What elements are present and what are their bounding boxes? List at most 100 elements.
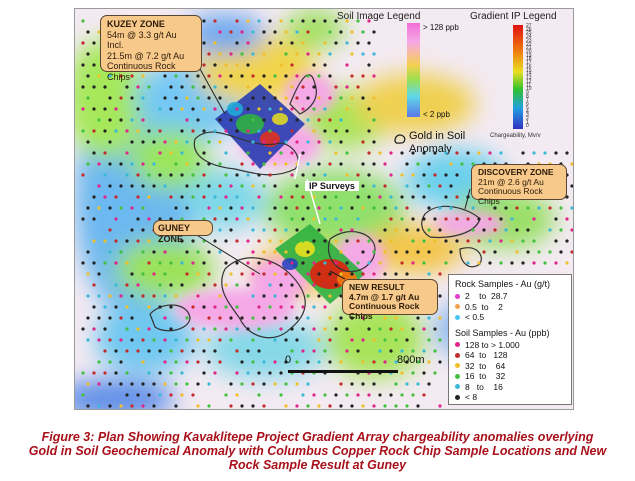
sample-dot [350,96,354,100]
sample-dot [268,151,272,155]
sample-dot [477,261,481,265]
sample-dot [202,349,206,353]
sample-dot [378,349,382,353]
sample-dot [229,118,233,122]
soil-samples-title: Soil Samples - Au (ppb) [455,327,550,338]
guney-zone-callout: GUNEY ZONE [153,220,213,244]
sample-dot [488,261,492,265]
sample-dot [224,151,228,155]
sample-dot [174,140,178,144]
sample-dot [114,107,118,111]
sample-dot [81,173,85,177]
sample-dot [515,250,519,254]
sample-dot [389,217,393,221]
sample-dot [361,206,365,210]
sample-dot [174,360,178,364]
sample-dot [130,404,134,408]
sample-dot [350,272,354,276]
sample-dot [257,173,261,177]
sample-dot [526,228,530,232]
sample-dot [119,360,123,364]
sample-dot [97,382,101,386]
sample-dot [125,173,129,177]
sample-dot [180,151,184,155]
sample-dot [334,283,338,287]
sample-dot [306,30,310,34]
sample-dot [130,74,134,78]
sample-dot [367,195,371,199]
sample-dot [235,305,239,309]
sample-dot [510,261,514,265]
sample-dot [273,96,277,100]
sample-dot [301,217,305,221]
sample-dot [312,85,316,89]
sample-dot [180,239,184,243]
sample-dot [466,217,470,221]
sample-dot [224,85,228,89]
sample-dot [224,283,228,287]
sample-dot [86,316,90,320]
sample-dot [273,162,277,166]
sample-dot [477,151,481,155]
sample-dot [163,294,167,298]
soil-sample-legend-row: 64 to 128 [455,350,565,361]
sample-dot [372,382,376,386]
sample-dot [224,195,228,199]
sample-dot [152,140,156,144]
sample-dot [284,140,288,144]
sample-dot [328,272,332,276]
sample-dot [521,261,525,265]
rock-sample-legend-row: 0.5 to 2 [455,302,565,313]
ip-tick-label: 17 [526,60,532,67]
sample-dot [345,349,349,353]
sample-dot [185,162,189,166]
sample-dot [438,404,442,408]
sample-dot [180,261,184,265]
sample-dot [251,404,255,408]
sample-dot [273,272,277,276]
sample-dot [537,250,541,254]
sample-dot [284,316,288,320]
sample-dot [345,107,349,111]
ip-tick-label: 12 [526,78,532,85]
sample-dot [323,195,327,199]
sample-dot [339,30,343,34]
sample-dot [108,140,112,144]
sample-dot [444,195,448,199]
sample-dot [125,371,129,375]
sample-dot [317,206,321,210]
sample-dot [185,118,189,122]
sample-dot [97,404,101,408]
sample-dot [279,195,283,199]
sample-dot [81,129,85,133]
new-result-line: 4.7m @ 1.7 g/t Au [349,291,420,302]
sample-dot [169,371,173,375]
sample-dot [422,151,426,155]
sample-dot [361,184,365,188]
sample-dot [339,404,343,408]
sample-dot [323,129,327,133]
sample-dot [284,294,288,298]
sample-dot [334,217,338,221]
sample-dot [493,206,497,210]
sample-dot [400,349,404,353]
sample-dot [213,107,217,111]
sample-dot [92,107,96,111]
sample-dot [103,239,107,243]
sample-dot [312,261,316,265]
legend-label: 2 to 28.7 [465,291,508,302]
sample-dot [207,184,211,188]
sample-dot [169,173,173,177]
sample-dot [185,272,189,276]
sample-dot [367,19,371,23]
sample-dot [334,393,338,397]
sample-dot [400,217,404,221]
sample-dot [196,184,200,188]
sample-dot [180,129,184,133]
sample-dot [103,261,107,265]
sample-dot [152,338,156,342]
sample-dot [367,173,371,177]
sample-dot [136,85,140,89]
sample-dot [125,305,129,309]
sample-dot [125,349,129,353]
